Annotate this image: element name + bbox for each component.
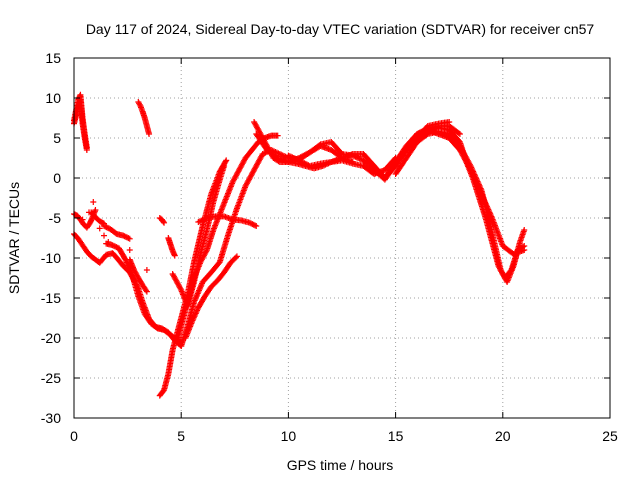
data-point [146,131,153,137]
data-point [274,132,281,139]
data-point [90,199,97,205]
data-point [101,232,108,239]
data-point [143,288,150,295]
data-point [521,247,528,253]
data-point [105,239,112,245]
data-point [177,285,184,292]
data-point [221,163,228,169]
series-outliers [79,199,150,273]
data-point [143,267,150,273]
y-tick-label: 0 [53,170,61,186]
data-point [126,235,133,242]
data-point [86,209,93,216]
data-marks [71,91,528,399]
data-point [203,248,210,255]
series-track-14 [173,132,281,345]
data-point [223,157,230,164]
data-point [251,222,258,229]
data-point [96,225,103,232]
data-point [521,227,528,233]
x-axis-title: GPS time / hours [287,457,394,473]
series-track-11 [165,235,178,259]
series-track-20 [285,123,463,181]
data-point [171,252,178,259]
x-tick-labels: 0 5 10 15 20 25 [70,428,618,444]
tick-marks [73,57,611,419]
data-point [253,223,260,229]
y-tick-label: -10 [41,250,61,266]
data-point [136,101,143,108]
x-tick-label: 0 [70,428,78,444]
series-track-17 [195,213,260,229]
data-point [121,255,128,262]
data-point [232,254,239,261]
plot-frame [73,57,611,419]
series-track-10 [156,215,168,226]
data-point [466,165,473,172]
chart-title: Day 117 of 2024, Sidereal Day-to-day VTE… [86,21,595,37]
series-track-7 [101,223,133,242]
data-point [160,218,167,225]
data-point [126,247,133,253]
data-point [83,147,90,153]
y-tick-label: 5 [53,130,61,146]
data-point [143,287,150,294]
y-tick-label: 15 [45,50,61,66]
data-point [161,219,168,226]
data-point [79,216,86,223]
series-track-8 [135,99,153,137]
grid-lines [74,58,610,418]
x-tick-label: 5 [177,428,185,444]
data-point [125,235,132,242]
data-point [455,130,462,137]
x-tick-label: 15 [388,428,404,444]
data-point [222,158,229,165]
y-tick-labels: 15 10 5 0 -5 -10 -15 -20 -25 -30 [41,50,61,426]
series-track-9 [126,256,150,295]
y-tick-label: -5 [49,210,62,226]
series-track-1 [71,207,99,231]
series-track-16 [182,253,240,341]
y-tick-label: -30 [41,410,61,426]
series-track-23 [414,127,528,257]
y-tick-label: -20 [41,330,61,346]
data-point [456,131,463,137]
x-tick-label: 10 [281,428,297,444]
y-axis-title: SDTVAR / TECUs [6,182,22,294]
data-point [92,207,99,213]
data-point [316,142,323,149]
x-tick-label: 20 [495,428,511,444]
y-tick-label: -15 [41,290,61,306]
x-tick-label: 25 [602,428,618,444]
y-tick-label: -25 [41,370,61,386]
y-tick-label: 10 [45,90,61,106]
data-point [233,253,240,260]
